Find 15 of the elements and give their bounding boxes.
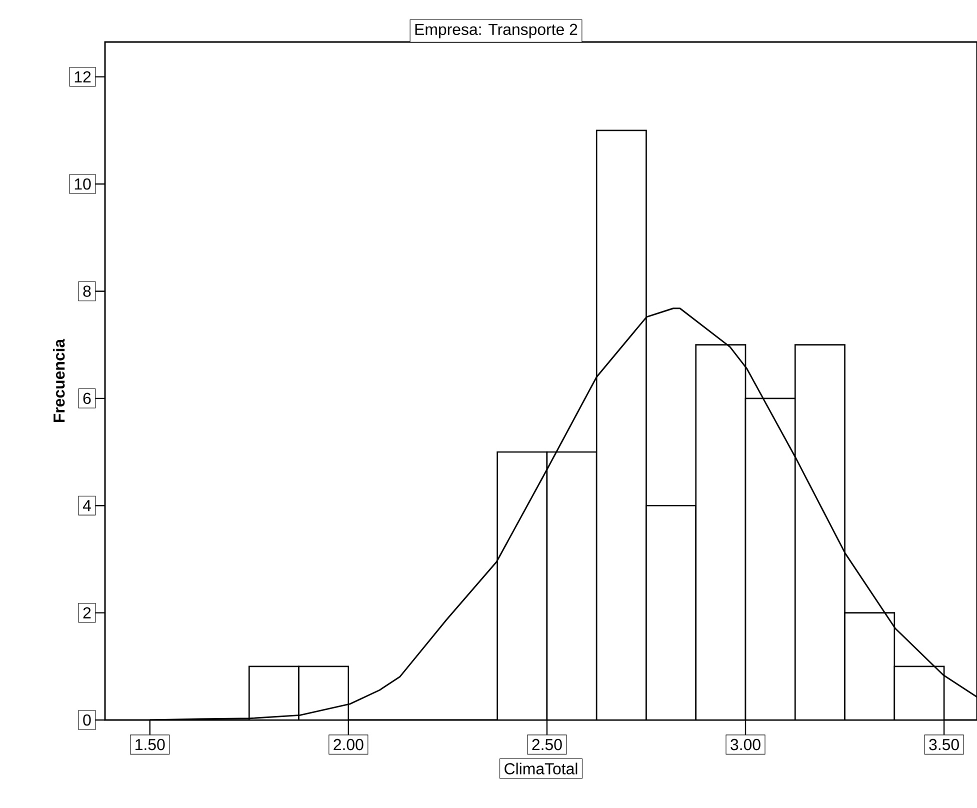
y-tick-label: 8: [83, 286, 91, 297]
chart-title: Empresa: Transporte 2: [415, 24, 578, 38]
y-tick-label: 12: [74, 71, 91, 82]
y-tick-label: 6: [83, 392, 91, 404]
y-axis-title: Frecuencia: [53, 338, 65, 422]
x-tick-label: 1.50: [136, 738, 165, 750]
y-tick-label: 10: [74, 178, 91, 190]
x-axis-title: ClimaTotal: [504, 762, 578, 774]
y-tick-label: 2: [83, 607, 91, 618]
x-tick-label: 2.50: [532, 738, 562, 750]
x-tick-label: 3.00: [730, 738, 760, 750]
x-tick-label: 3.50: [929, 738, 959, 750]
x-tick-label: 2.00: [334, 738, 364, 750]
y-tick-label: 0: [83, 714, 91, 726]
y-tick-label: 4: [82, 500, 91, 512]
